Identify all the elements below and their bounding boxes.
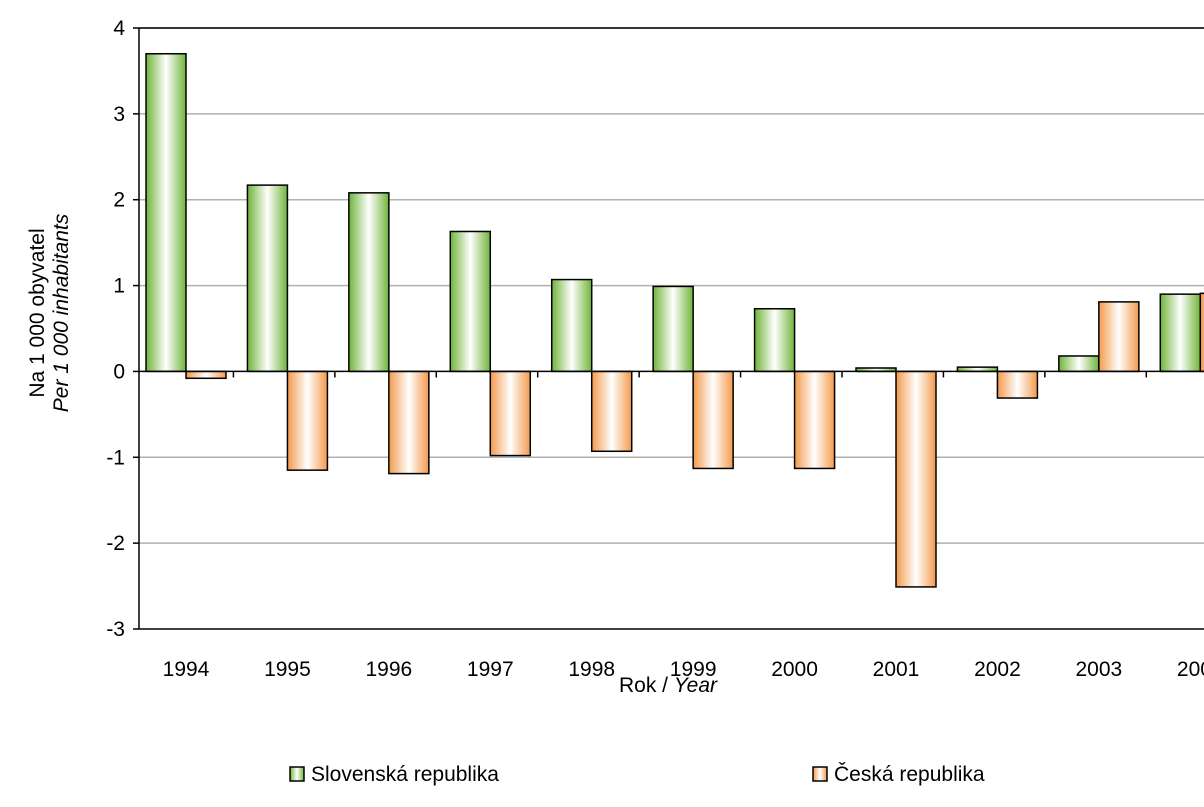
bar-slovenska (449, 230, 492, 373)
legend-label-ceska: Česká republika (834, 763, 985, 786)
bar-ceska (895, 370, 937, 588)
bar-ceska (489, 370, 532, 457)
bar-slovenska (753, 308, 796, 373)
y-axis-label-line2: Per 1 000 inhabitants (50, 213, 73, 412)
legend-swatch-slovenska (289, 766, 305, 782)
axes (133, 27, 1204, 630)
y-tick-label: -3 (106, 618, 125, 641)
y-tick-label: 2 (113, 189, 125, 212)
bar-ceska (286, 370, 329, 471)
x-tick-label: 1998 (568, 658, 615, 681)
bar-ceska (692, 370, 734, 470)
bar-ceska (996, 370, 1039, 399)
legend-label-slovenska: Slovenská republika (311, 763, 499, 786)
x-tick-label: 2004 (1177, 658, 1204, 681)
x-tick-label: 1995 (264, 658, 311, 681)
x-tick-label: 2000 (771, 658, 818, 681)
bar-slovenska (1058, 355, 1100, 373)
x-tick-labels: 1994 1995 1996 1997 1998 1999 2000 2001 2002 2003… (163, 658, 1204, 681)
legend: Slovenská republika Česká republika (289, 763, 985, 786)
bar-slovenska (145, 53, 187, 373)
bar-slovenska (550, 278, 593, 373)
x-tick-label: 1996 (365, 658, 412, 681)
y-tick-label: -2 (106, 532, 125, 555)
legend-item-ceska[interactable]: Česká republika (812, 763, 985, 786)
x-tick-label: 1999 (670, 658, 717, 681)
bar-ceska (388, 370, 430, 475)
y-tick-label: 0 (113, 360, 125, 383)
x-tick-label: 2002 (974, 658, 1021, 681)
x-axis-label-italic: Year (674, 674, 718, 697)
bar-slovenska (348, 192, 390, 373)
bar-ceska (1199, 292, 1204, 373)
y-tick-labels: 4 3 2 1 0 -1 -2 -3 (106, 17, 125, 641)
bar-ceska (590, 370, 633, 453)
x-tick-label: 1997 (467, 658, 514, 681)
bar-ceska (793, 370, 836, 470)
y-tick-label: -1 (106, 446, 125, 469)
y-tick-label: 3 (113, 103, 125, 126)
x-axis-label: Rok / Year (619, 674, 718, 697)
x-axis-label-main: Rok / (619, 674, 674, 697)
bar-slovenska (1159, 293, 1202, 373)
legend-swatch-ceska (812, 766, 828, 782)
bar-ceska (1098, 301, 1140, 373)
x-tick-label: 2003 (1075, 658, 1122, 681)
y-tick-label: 4 (113, 17, 125, 40)
x-tick-label: 2001 (873, 658, 920, 681)
x-tick-label: 1994 (163, 658, 210, 681)
legend-item-slovenska[interactable]: Slovenská republika (289, 763, 499, 786)
bars (145, 53, 1204, 588)
bar-slovenska (652, 285, 694, 373)
y-axis-label-line1: Na 1 000 obyvatel (26, 228, 49, 397)
bar-ceska (185, 370, 227, 380)
bar-slovenska (246, 184, 289, 373)
y-tick-label: 1 (113, 275, 125, 298)
